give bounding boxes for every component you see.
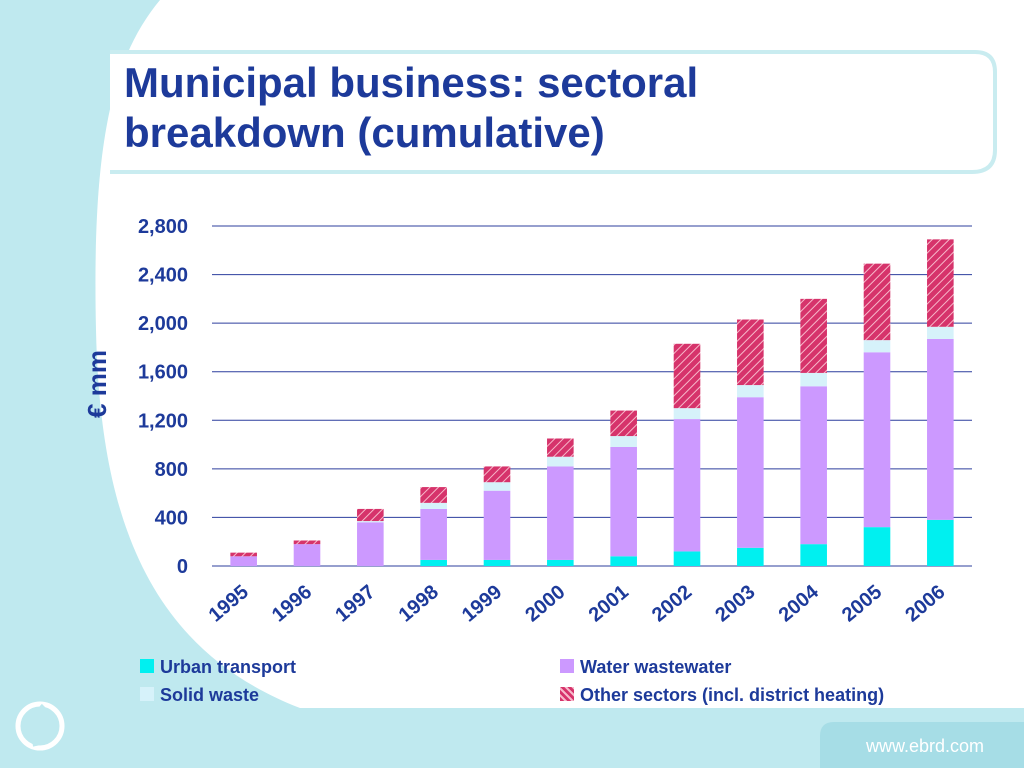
slide-title: Municipal business: sectoral breakdown (…: [124, 59, 699, 156]
x-tick-label: 2005: [838, 581, 886, 626]
bar-segment-solid-waste: [863, 340, 891, 353]
bar-segment-urban-transport: [610, 556, 637, 566]
legend-label-solid-waste: Solid waste: [160, 685, 260, 705]
bar-segment-urban-transport: [737, 547, 764, 566]
y-tick-labels: 0 400 800 1,200 1,600 2,000 2,400 2,800: [138, 216, 188, 578]
bar-segment-water-wastewater: [230, 556, 257, 566]
y-axis-label: € mm: [82, 350, 112, 418]
footer-url[interactable]: www.ebrd.com: [865, 736, 984, 756]
x-tick-label: 2001: [585, 581, 633, 626]
legend-label-water-wastewater: Water wastewater: [580, 657, 732, 677]
bar-segment-urban-transport: [927, 519, 954, 566]
legend-item-solid-waste: Solid waste: [140, 683, 259, 707]
legend-swatch-other-sectors: [560, 687, 574, 702]
bar-segment-water-wastewater: [547, 466, 574, 560]
bar-segment-other-sectors-incl-district-heating: [293, 540, 321, 545]
x-tick-label: 1997: [331, 581, 379, 626]
legend-item-other-sectors: Other sectors (incl. district heating): [560, 683, 884, 707]
bar-segment-water-wastewater: [610, 447, 637, 557]
legend-item-water-wastewater: Water wastewater: [560, 655, 731, 679]
bar-segment-water-wastewater: [927, 338, 954, 520]
bar-segment-solid-waste: [737, 385, 764, 398]
x-tick-label: 2004: [775, 580, 824, 626]
bar-segment-solid-waste: [673, 408, 701, 420]
bar-segment-urban-transport: [420, 559, 447, 566]
y-tick-label: 2,400: [138, 265, 188, 287]
bar-segment-urban-transport: [547, 559, 574, 566]
bar-segment-other-sectors-incl-district-heating: [420, 487, 447, 503]
bar-segment-water-wastewater: [293, 544, 321, 566]
gridlines: [212, 225, 972, 567]
legend-label-urban-transport: Urban transport: [160, 657, 297, 677]
footer-url-tab: [820, 722, 1024, 768]
bar-segment-other-sectors-incl-district-heating: [863, 263, 891, 341]
legend-swatch-water-wastewater: [560, 659, 574, 674]
y-tick-label: 400: [155, 507, 188, 529]
ebrd-logo: [15, 701, 65, 751]
bar-segment-solid-waste: [927, 326, 954, 339]
y-tick-label: 2,000: [138, 313, 188, 335]
bar-segment-other-sectors-incl-district-heating: [673, 343, 701, 409]
bar-segment-other-sectors-incl-district-heating: [483, 466, 511, 483]
legend-label-other-sectors: Other sectors (incl. district heating): [580, 685, 885, 705]
bar-segment-other-sectors-incl-district-heating: [800, 298, 827, 373]
bar-segment-solid-waste: [610, 436, 637, 447]
y-tick-label: 1,200: [138, 410, 188, 432]
x-tick-label: 1999: [458, 581, 506, 626]
title-frame: [110, 50, 997, 174]
legend-swatch-urban-transport: [140, 659, 154, 674]
bar-segment-solid-waste: [483, 482, 511, 491]
bars: [230, 239, 954, 566]
bar-segment-urban-transport: [673, 551, 701, 566]
x-tick-label: 2002: [648, 581, 696, 626]
x-tick-label: 1998: [395, 581, 443, 626]
bar-segment-other-sectors-incl-district-heating: [357, 508, 384, 522]
bar-segment-water-wastewater: [800, 386, 827, 545]
bar-segment-other-sectors-incl-district-heating: [737, 319, 764, 386]
x-tick-labels: 1995 1996 1997 1998 1999 2000 2001 2002 2003 2004…: [205, 580, 950, 626]
bar-segment-other-sectors-incl-district-heating: [927, 239, 954, 327]
bar-segment-water-wastewater: [420, 508, 447, 560]
bar-segment-solid-waste: [800, 372, 827, 387]
y-tick-label: 0: [177, 556, 188, 578]
x-tick-label: 2006: [901, 581, 949, 626]
x-tick-label: 2003: [711, 581, 759, 626]
y-tick-label: 2,800: [138, 216, 188, 238]
legend-item-urban-transport: Urban transport: [140, 655, 296, 679]
y-tick-label: 1,600: [138, 362, 188, 384]
bar-segment-urban-transport: [483, 559, 511, 566]
bar-segment-other-sectors-incl-district-heating: [547, 438, 574, 457]
bar-segment-urban-transport: [863, 527, 891, 566]
bar-segment-other-sectors-incl-district-heating: [230, 552, 257, 557]
bar-segment-solid-waste: [357, 521, 384, 523]
y-tick-label: 800: [155, 459, 188, 481]
bar-segment-water-wastewater: [863, 352, 891, 528]
legend-swatch-solid-waste: [140, 687, 154, 702]
x-tick-label: 1995: [205, 581, 253, 626]
x-tick-label: 1996: [268, 581, 316, 626]
x-tick-label: 2000: [521, 581, 569, 626]
bar-segment-water-wastewater: [357, 522, 384, 566]
bar-segment-water-wastewater: [673, 419, 701, 552]
bar-segment-solid-waste: [420, 502, 447, 509]
bar-segment-other-sectors-incl-district-heating: [610, 410, 637, 437]
bar-segment-water-wastewater: [483, 490, 511, 560]
bar-segment-water-wastewater: [737, 397, 764, 548]
bar-segment-urban-transport: [800, 544, 827, 566]
bar-segment-solid-waste: [547, 456, 574, 467]
